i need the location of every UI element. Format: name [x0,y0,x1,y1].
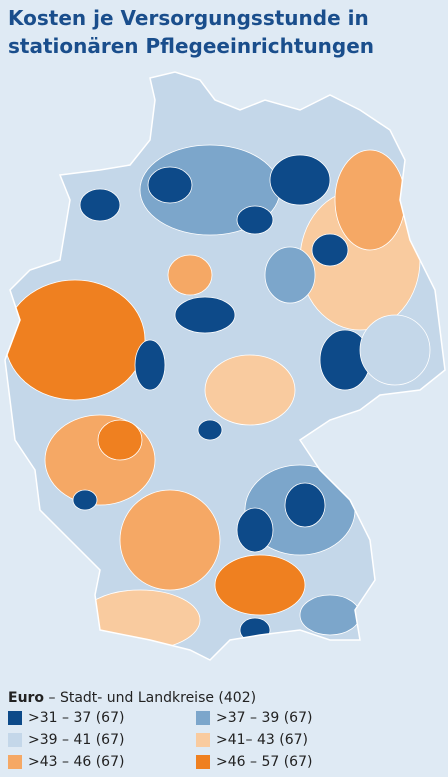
legend-swatch [8,711,22,725]
region [204,354,296,426]
region [239,617,271,643]
legend-swatch [196,711,210,725]
region [134,339,166,391]
legend-label: >39 – 41 (67) [28,732,125,748]
region [167,254,213,296]
legend-item: >37 – 39 (67) [196,710,436,726]
region [147,166,193,204]
region [197,419,223,441]
legend-item: >31 – 37 (67) [8,710,196,726]
legend: Euro – Stadt- und Landkreise (402) >31 –… [8,690,444,770]
legend-label: >46 – 57 (67) [216,754,313,770]
regions [5,72,445,660]
legend-swatch [8,755,22,769]
legend-item: >46 – 57 (67) [196,754,436,770]
region [269,154,331,206]
legend-swatch [196,755,210,769]
legend-subtitle: – Stadt- und Landkreise (402) [44,690,257,706]
legend-label: >43 – 46 (67) [28,754,125,770]
title: Kosten je Versorgungsstunde in stationär… [8,6,375,58]
region [79,188,121,222]
legend-swatch [196,733,210,747]
legend-item: >41– 43 (67) [196,732,436,748]
region [72,489,98,511]
legend-unit: Euro [8,690,45,706]
legend-item: >39 – 41 (67) [8,732,196,748]
region [284,482,326,528]
region [236,507,274,553]
region [334,149,406,251]
region [359,314,431,386]
region [5,279,146,401]
map [4,71,446,661]
legend-label: >31 – 37 (67) [28,710,125,726]
legend-head: Euro – Stadt- und Landkreise (402) [8,690,444,706]
region [97,419,143,461]
region [299,594,361,636]
legend-label: >37 – 39 (67) [216,710,313,726]
region [174,296,236,334]
legend-label: >41– 43 (67) [216,732,308,748]
region [119,489,221,591]
legend-item: >43 – 46 (67) [8,754,196,770]
region [236,205,274,235]
region [214,554,306,616]
legend-items: >31 – 37 (67) >37 – 39 (67) >39 – 41 (67) >… [8,710,444,770]
legend-swatch [8,733,22,747]
region [264,246,316,304]
region [311,233,349,267]
